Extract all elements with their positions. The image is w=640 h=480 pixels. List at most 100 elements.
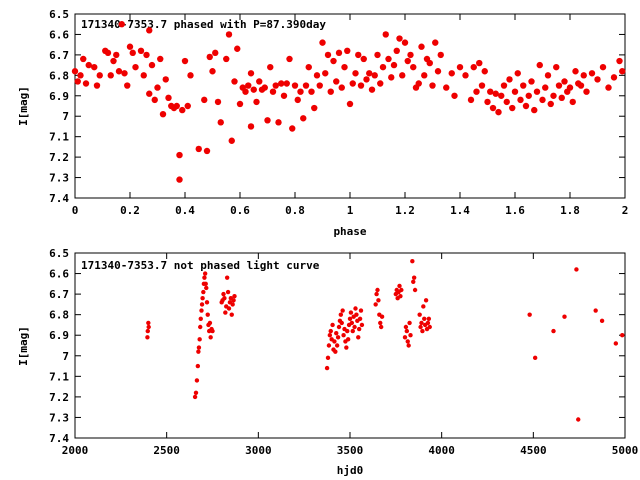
y-tick-label: 6.7 <box>49 288 69 301</box>
data-point <box>492 90 499 97</box>
data-point <box>345 337 351 342</box>
data-point <box>356 326 362 332</box>
data-point <box>173 102 180 110</box>
data-point <box>347 316 353 321</box>
data-point <box>148 61 156 69</box>
data-point <box>195 145 202 153</box>
data-point <box>231 78 238 85</box>
data-point <box>223 310 228 315</box>
data-point <box>333 349 338 354</box>
data-point <box>253 98 260 106</box>
data-point <box>448 70 455 77</box>
data-point <box>562 314 567 319</box>
data-point <box>208 335 213 340</box>
data-point <box>619 68 626 75</box>
data-point <box>154 84 161 91</box>
y-tick-label: 7.1 <box>49 370 69 383</box>
y-tick-label: 6.6 <box>49 28 69 41</box>
data-point <box>335 49 343 57</box>
y-tick-label: 7.2 <box>49 151 69 164</box>
data-point <box>418 324 423 330</box>
data-point <box>199 308 204 313</box>
plot-frame <box>74 252 626 439</box>
data-point <box>194 378 200 383</box>
data-point <box>613 341 619 346</box>
data-point <box>539 96 546 104</box>
data-point <box>334 330 339 336</box>
data-point <box>360 55 367 63</box>
data-point <box>264 117 271 124</box>
y-tick-label: 7.2 <box>49 391 69 404</box>
data-point <box>162 76 169 83</box>
data-point <box>476 59 483 67</box>
y-tick-label: 6.6 <box>49 268 69 281</box>
data-point <box>376 298 381 303</box>
data-point <box>203 281 208 287</box>
y-tick-label: 6.5 <box>49 8 69 21</box>
x-tick-label: 0.4 <box>175 204 195 217</box>
data-point <box>176 151 183 159</box>
data-point <box>417 312 422 317</box>
data-point <box>542 84 549 91</box>
x-tick-label: 0.2 <box>120 204 140 217</box>
data-point <box>462 72 469 79</box>
unphased-light-curve-chart: 171340-7353.7 not phased light curve hjd… <box>17 247 638 477</box>
data-point <box>332 339 337 344</box>
data-point <box>222 296 227 301</box>
data-point <box>352 70 359 77</box>
data-point <box>566 84 574 91</box>
data-point <box>373 302 378 307</box>
data-point <box>107 72 114 79</box>
data-point <box>527 312 532 317</box>
data-point <box>289 125 296 132</box>
data-point <box>212 49 219 57</box>
data-point <box>300 115 307 122</box>
data-point <box>93 82 101 89</box>
data-point <box>242 88 249 95</box>
data-point <box>336 324 342 330</box>
data-point <box>196 345 202 350</box>
data-point <box>118 21 125 28</box>
data-point <box>326 343 332 348</box>
data-point <box>580 72 587 79</box>
data-point <box>202 275 207 280</box>
data-point <box>411 275 417 280</box>
data-point <box>536 61 543 69</box>
data-point <box>335 335 341 340</box>
data-point <box>399 287 404 293</box>
data-point <box>247 123 255 130</box>
y-tick-label: 6.9 <box>49 90 69 103</box>
x-tick-label: 5000 <box>612 444 639 457</box>
data-point <box>278 80 285 87</box>
data-point <box>280 92 288 99</box>
data-point <box>616 57 623 65</box>
data-point <box>405 339 410 344</box>
data-point <box>143 51 150 59</box>
data-point <box>137 47 145 54</box>
chart-title: 171340-7353.7 not phased light curve <box>81 259 320 272</box>
data-point <box>286 55 293 63</box>
data-point <box>200 296 205 301</box>
data-point <box>354 312 359 317</box>
data-point <box>250 86 257 93</box>
data-point <box>344 47 351 54</box>
data-point <box>195 363 201 369</box>
data-point <box>327 333 333 338</box>
data-point <box>151 96 158 104</box>
data-point <box>620 333 625 338</box>
data-point <box>340 308 345 313</box>
data-point <box>338 84 345 91</box>
data-point <box>198 324 203 330</box>
data-point <box>506 76 513 83</box>
data-point <box>349 320 355 326</box>
data-point <box>500 82 508 89</box>
data-point <box>398 293 403 299</box>
y-tick-label: 6.8 <box>49 309 69 322</box>
x-tick-label: 3500 <box>337 444 364 457</box>
y-axis-label: I[mag] <box>17 326 30 366</box>
data-point <box>378 324 384 330</box>
phased-light-curve-chart: 171340-7353.7 phased with P=87.390day ph… <box>17 8 628 238</box>
data-point <box>110 57 117 65</box>
data-point <box>349 80 356 87</box>
data-point <box>363 76 370 83</box>
